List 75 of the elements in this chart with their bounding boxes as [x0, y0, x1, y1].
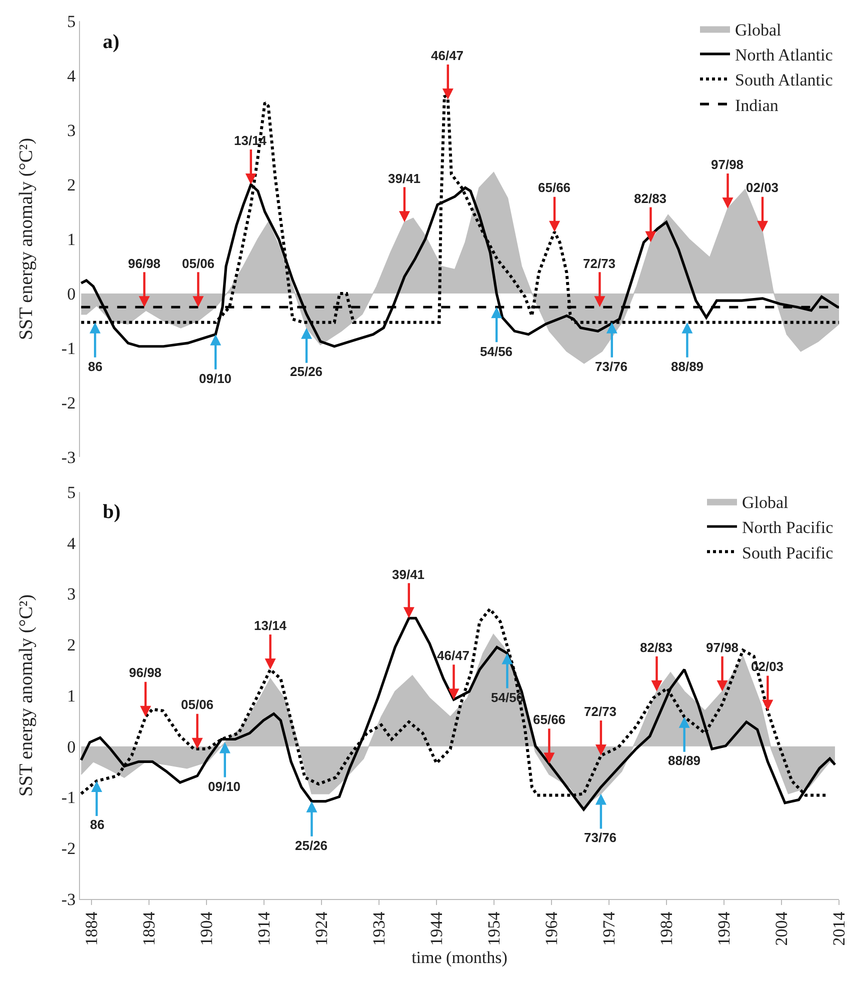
- annotation: 96/98: [128, 256, 161, 271]
- annotation: 09/10: [208, 779, 241, 794]
- y-tick-label: 0: [67, 737, 76, 756]
- y-axis-title: SST energy anomaly (°C²): [16, 138, 37, 340]
- y-tick-label: -2: [61, 393, 76, 412]
- annotation: 25/26: [295, 838, 328, 853]
- annotation: 72/73: [583, 256, 616, 271]
- annotation: 13/14: [234, 133, 268, 148]
- x-tick-label: 2014: [830, 911, 849, 946]
- y-tick-label: 5: [67, 12, 76, 31]
- annotation: 39/41: [392, 567, 425, 582]
- annotation: 02/03: [751, 659, 784, 674]
- y-tick-label: 2: [67, 636, 76, 655]
- annotation: 73/76: [584, 830, 617, 845]
- annotation: 88/89: [671, 359, 704, 374]
- annotation: 65/66: [538, 180, 571, 195]
- annotation: 09/10: [199, 371, 232, 386]
- y-tick-label: -2: [61, 839, 76, 858]
- y-tick-label: 5: [67, 482, 76, 502]
- legend-label: North Atlantic: [735, 46, 834, 65]
- x-tick-label: 2004: [772, 911, 792, 946]
- legend-label: North Pacific: [742, 518, 834, 538]
- legend-label: Global: [742, 493, 789, 512]
- x-tick-label: 1974: [600, 911, 619, 946]
- annotation: 73/76: [595, 359, 628, 374]
- x-tick-label: 1884: [82, 911, 102, 946]
- annotation: 97/98: [711, 157, 744, 172]
- y-tick-label: 4: [67, 534, 76, 553]
- text: a): [102, 31, 120, 54]
- annotation: 97/98: [706, 640, 739, 655]
- annotation: 65/66: [533, 712, 566, 727]
- annotation: 39/41: [388, 171, 421, 186]
- legend-label: Indian: [735, 96, 779, 115]
- annotation: 82/83: [634, 191, 667, 206]
- y-tick-label: 1: [67, 686, 76, 706]
- legend-label: Global: [735, 20, 782, 40]
- y-tick-label: -1: [61, 788, 76, 808]
- legend-label: South Pacific: [742, 543, 834, 562]
- x-tick-label: 1984: [657, 911, 676, 946]
- x-tick-label: 1914: [254, 911, 274, 946]
- y-tick-label: -3: [61, 448, 76, 467]
- y-tick-label: 3: [67, 584, 76, 604]
- annotation: 96/98: [129, 665, 162, 680]
- annotation: 13/14: [254, 618, 288, 633]
- y-tick-label: -1: [61, 338, 76, 358]
- annotation: 46/47: [431, 48, 464, 63]
- annotation: 86: [88, 359, 102, 374]
- x-tick-label: 1994: [714, 911, 734, 946]
- annotation: 72/73: [584, 704, 617, 719]
- y-tick-label: 3: [67, 120, 76, 140]
- annotation: 02/03: [746, 180, 779, 195]
- x-tick-label: 1894: [140, 911, 159, 946]
- x-tick-label: 1964: [542, 911, 562, 946]
- y-tick-label: 2: [67, 175, 76, 194]
- y-axis-title: SST energy anomaly (°C²): [16, 594, 37, 797]
- x-tick-label: 1934: [370, 911, 389, 946]
- y-tick-label: 4: [67, 66, 76, 86]
- annotation: 86: [90, 817, 104, 832]
- annotation: 46/47: [437, 648, 470, 663]
- x-axis-title: time (months): [412, 948, 508, 967]
- x-tick-label: 1944: [427, 911, 446, 946]
- legend-label: South Atlantic: [735, 70, 834, 90]
- y-tick-label: -3: [61, 890, 76, 909]
- annotation: 82/83: [640, 640, 673, 655]
- annotation: 88/89: [668, 753, 701, 768]
- x-tick-label: 1954: [484, 911, 504, 946]
- y-tick-label: 0: [67, 284, 76, 304]
- y-tick-label: 1: [67, 230, 76, 249]
- text: b): [102, 501, 121, 524]
- annotation: 54/56: [480, 344, 513, 359]
- annotation: 25/26: [290, 364, 323, 379]
- x-tick-label: 1924: [312, 911, 332, 946]
- annotation: 05/06: [181, 697, 214, 712]
- x-tick-label: 1904: [197, 911, 216, 946]
- annotation: 05/06: [182, 256, 215, 271]
